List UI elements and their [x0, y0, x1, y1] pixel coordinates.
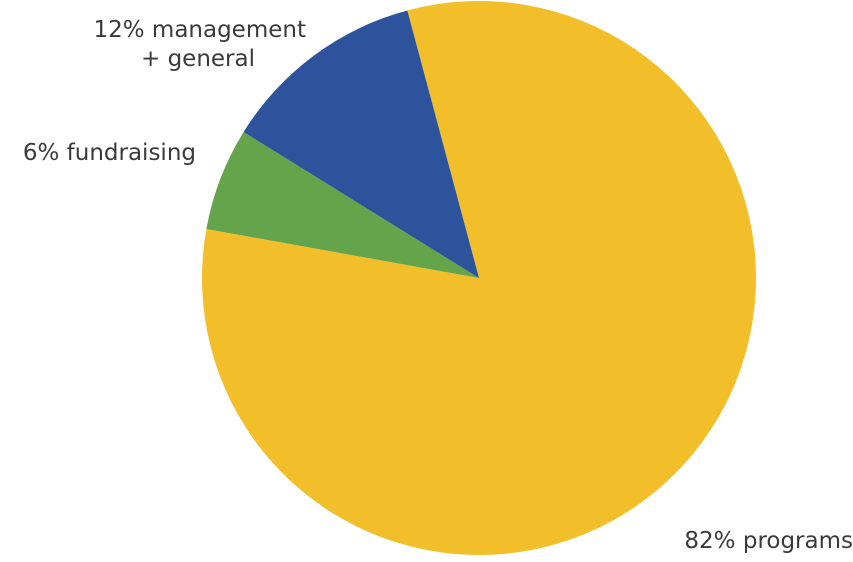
pie-slices [202, 1, 757, 556]
pie-labels: 82% programs 6% fundraising 12% management… [23, 17, 853, 554]
pie-slice-0 [202, 1, 757, 556]
pie-slice-2 [243, 10, 479, 278]
pie-slice-1 [206, 132, 479, 278]
pie-slice-label-line: 82% programs [684, 528, 853, 554]
pie-slice-label-1: 6% fundraising [23, 140, 196, 166]
pie-slice-label-line: + general [141, 46, 255, 72]
pie-slice-label-2: 12% management + general [93, 17, 306, 72]
pie-slice-label-0: 82% programs [684, 528, 853, 554]
pie-slice-label-line: 12% management [93, 17, 306, 43]
pie-slice-label-line: 6% fundraising [23, 140, 196, 166]
